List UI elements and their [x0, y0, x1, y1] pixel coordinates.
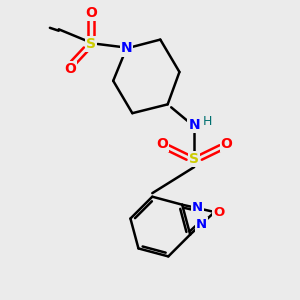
Text: O: O	[213, 206, 225, 218]
Text: O: O	[85, 6, 97, 20]
Text: S: S	[189, 152, 199, 166]
Text: O: O	[64, 62, 76, 76]
Text: H: H	[203, 115, 212, 128]
Text: O: O	[156, 137, 168, 151]
Text: N: N	[196, 218, 207, 231]
Text: N: N	[188, 118, 200, 132]
Text: S: S	[86, 37, 96, 51]
Text: N: N	[192, 200, 203, 214]
Text: O: O	[220, 137, 232, 151]
Text: N: N	[121, 41, 132, 56]
